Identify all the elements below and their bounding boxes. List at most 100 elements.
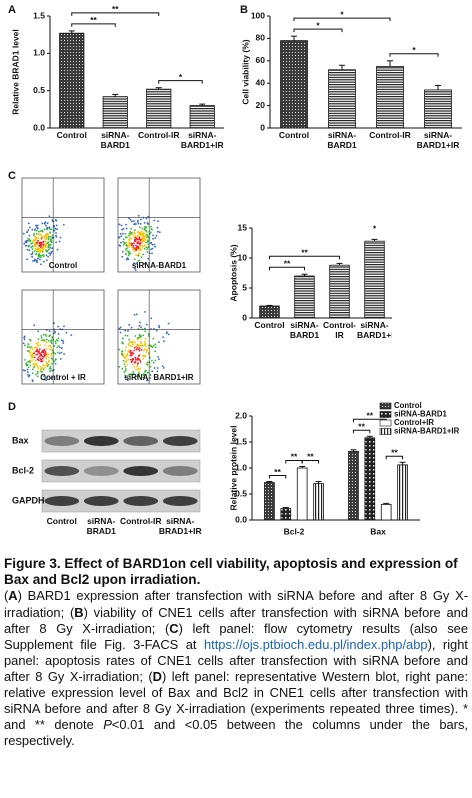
cytometry-dot <box>40 263 42 266</box>
cytometry-dot <box>152 337 155 340</box>
cytometry-dot <box>137 248 139 251</box>
caption-segment: D <box>152 668 162 684</box>
cytometry-dot <box>143 222 146 224</box>
cytometry-dot <box>42 245 45 248</box>
cytometry-dot <box>129 354 132 357</box>
lane-label: Control <box>46 517 77 526</box>
cytometry-dot <box>41 222 44 225</box>
cytometry-dot <box>24 369 26 372</box>
cytometry-dot <box>36 261 38 264</box>
cytometry-dot <box>127 234 130 237</box>
cytometry-dot <box>47 361 50 363</box>
caption-segment[interactable]: https://ojs.ptbioch.edu.pl/index.php/abp <box>203 636 428 652</box>
cytometry-dot <box>121 350 124 353</box>
cytometry-dot <box>26 368 29 371</box>
cytometry-dot <box>50 367 52 370</box>
cytometry-dot <box>145 351 148 353</box>
significance-label: ** <box>291 452 298 462</box>
cytometry-dot <box>140 335 142 338</box>
cytometry-dot <box>121 341 124 343</box>
cytometry-dot <box>140 349 143 351</box>
cytometry-dot <box>124 374 126 377</box>
cytometry-dot <box>58 240 61 243</box>
cytometry-dot <box>135 249 138 252</box>
cytometry-dot <box>28 249 31 252</box>
cytometry-dot <box>45 341 48 344</box>
cytometry-dot <box>149 225 152 228</box>
bar <box>329 264 350 319</box>
cytometry-dot <box>40 242 42 245</box>
cytometry-dot <box>45 355 48 357</box>
significance-label: * <box>340 9 344 19</box>
cytometry-dot <box>44 352 46 355</box>
cytometry-dot <box>27 350 29 352</box>
error-bar <box>371 238 378 242</box>
x-tick-label-box: siRNA-BARD1+IR <box>417 131 460 149</box>
bar <box>348 450 359 521</box>
cytometry-dot <box>61 347 63 349</box>
cytometry-dot <box>24 359 26 361</box>
bar <box>313 483 324 521</box>
cytometry-dot <box>127 350 130 353</box>
cytometry-dot <box>37 330 40 333</box>
cytometry-dot <box>124 365 127 368</box>
cytometry-dot <box>44 376 47 379</box>
cytometry-dot <box>145 230 148 233</box>
cytometry-dot <box>151 252 153 255</box>
cytometry-dot <box>39 366 42 368</box>
error-bar <box>366 435 373 438</box>
cytometry-dot <box>42 333 45 336</box>
cytometry-dot <box>122 360 125 362</box>
cytometry-dot <box>62 340 65 343</box>
cytometry-dot <box>35 233 38 235</box>
cytometry-dot <box>121 352 123 355</box>
cytometry-dot <box>43 255 45 257</box>
cytometry-dot <box>46 365 49 368</box>
cytometry-dot <box>156 367 159 369</box>
cytometry-dot <box>54 331 56 334</box>
cytometry-dot <box>50 341 53 343</box>
cytometry-dot <box>135 368 138 371</box>
cytometry-dot <box>46 242 49 244</box>
cytometry-dot <box>43 340 46 343</box>
cytometry-dot <box>132 244 135 247</box>
cytometry-dot <box>44 238 47 241</box>
cytometry-dot <box>125 361 127 363</box>
cytometry-dot <box>47 246 50 249</box>
cytometry-dot <box>41 230 44 233</box>
cytometry-dot <box>50 252 52 255</box>
cytometry-dot <box>142 376 145 379</box>
cytometry-dot <box>118 223 121 226</box>
x-tick-label-box: siRNA-BARD1+IR <box>357 321 392 339</box>
cytometry-dot <box>34 258 36 261</box>
cytometry-dot <box>132 233 135 236</box>
cytometry-dot <box>151 243 154 246</box>
cytometry-dot <box>23 242 26 245</box>
cytometry-dot <box>132 246 135 249</box>
cytometry-dot <box>136 365 138 368</box>
cytometry-dot <box>147 215 150 218</box>
cytometry-dot <box>118 236 120 239</box>
cytometry-dot <box>48 330 51 332</box>
cytometry-dot <box>45 338 48 341</box>
significance-bracket <box>293 28 343 33</box>
cytometry-dot <box>53 322 55 325</box>
cytometry-dot <box>28 346 30 349</box>
cytometry-dot <box>146 379 148 382</box>
cytometry-dot <box>138 252 141 255</box>
cytometry-dot <box>47 339 50 342</box>
cytometry-dot <box>125 227 128 230</box>
cytometry-dot <box>137 219 139 222</box>
cytometry-dot <box>139 247 141 250</box>
y-tick-label: 2.0 <box>235 410 247 420</box>
cytometry-dot <box>144 327 146 330</box>
x-tick-label-box: Control-IR <box>138 131 180 140</box>
cytometry-dot <box>156 370 159 373</box>
blot-band <box>83 436 119 446</box>
cytometry-dot <box>44 221 47 224</box>
blot-band <box>162 496 198 506</box>
caption-segment: ), right panel: apoptosis rates of CNE1 … <box>4 636 468 684</box>
cytometry-dot <box>36 365 39 368</box>
cytometry-dot <box>118 365 121 368</box>
cytometry-dot <box>145 362 148 365</box>
